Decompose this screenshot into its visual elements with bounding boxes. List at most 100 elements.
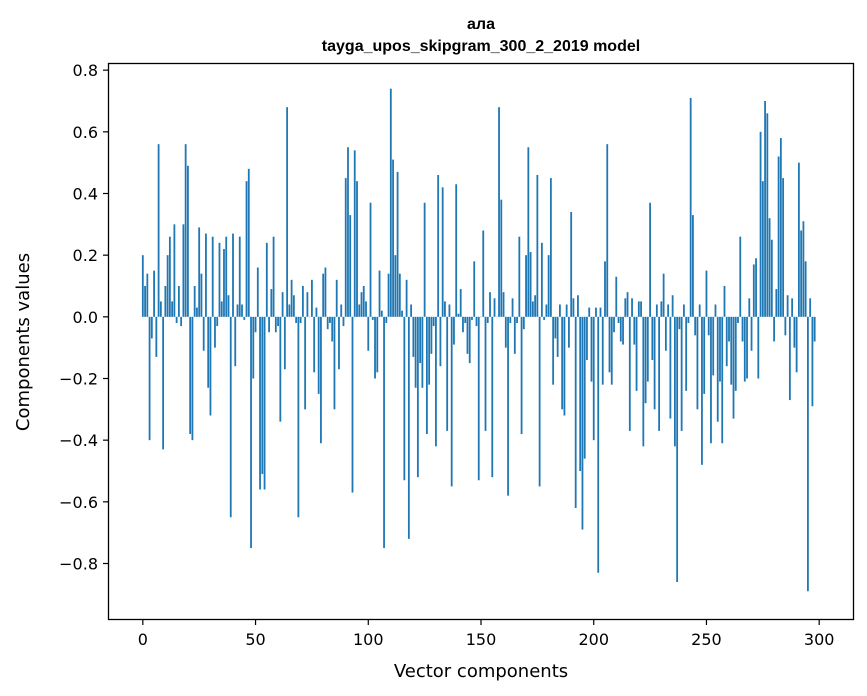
bar-14 [173, 224, 176, 317]
bar-105 [378, 270, 381, 317]
bar-227 [653, 316, 656, 410]
bar-32 [214, 316, 216, 348]
bar-49 [252, 316, 255, 379]
bar-295 [807, 316, 809, 592]
bar-89 [342, 316, 345, 327]
bar-274 [759, 131, 762, 317]
bar-180 [547, 255, 550, 317]
bar-200 [592, 316, 595, 441]
bar-278 [768, 218, 771, 317]
x-tick-label: 100 [353, 630, 384, 649]
bar-244 [692, 215, 694, 317]
bar-46 [245, 181, 248, 317]
bar-87 [338, 316, 340, 370]
bar-137 [450, 316, 453, 487]
bar-284 [782, 178, 785, 317]
bar-136 [448, 304, 451, 317]
bar-125 [423, 202, 426, 317]
bar-235 [671, 295, 674, 317]
bar-247 [698, 304, 701, 317]
bar-108 [385, 316, 388, 323]
bar-225 [649, 202, 651, 317]
bar-226 [651, 316, 654, 360]
plot-frame [107, 62, 855, 621]
bar-260 [728, 316, 730, 342]
bar-65 [288, 304, 291, 317]
y-tick-label: −0.4 [59, 431, 98, 450]
bar-217 [631, 298, 633, 317]
bar-55 [265, 242, 268, 317]
bar-277 [766, 113, 769, 317]
bar-50 [254, 316, 257, 333]
bar-203 [599, 307, 602, 317]
bar-264 [737, 316, 739, 323]
bar-59 [274, 316, 277, 333]
bar-106 [380, 310, 383, 317]
bar-103 [374, 316, 376, 379]
bar-127 [428, 316, 431, 385]
bar-261 [730, 316, 733, 385]
bar-27 [202, 316, 205, 351]
bar-77 [315, 307, 318, 317]
bar-275 [761, 181, 764, 317]
bar-198 [588, 307, 591, 317]
bar-208 [610, 316, 613, 385]
bar-280 [773, 316, 775, 342]
bar-160 [502, 292, 505, 317]
bar-139 [455, 184, 458, 317]
bar-159 [500, 199, 503, 317]
bar-237 [676, 316, 679, 582]
bar-263 [734, 316, 737, 391]
bar-135 [446, 316, 449, 431]
bar-201 [595, 307, 597, 317]
bar-243 [689, 97, 692, 317]
bar-97 [360, 292, 363, 317]
bar-236 [673, 316, 676, 447]
bar-75 [311, 279, 313, 317]
bar-297 [811, 316, 814, 407]
bar-272 [755, 258, 757, 317]
bar-130 [435, 316, 437, 447]
bar-210 [615, 276, 618, 317]
bar-113 [396, 171, 399, 317]
x-tick-label: 150 [466, 630, 497, 649]
bar-296 [809, 298, 812, 317]
bar-169 [522, 316, 525, 330]
bar-291 [797, 162, 800, 317]
bar-81 [324, 267, 327, 317]
bar-186 [561, 316, 564, 410]
bar-62 [281, 292, 284, 317]
bar-95 [356, 181, 358, 317]
bar-252 [710, 316, 712, 444]
bar-177 [540, 242, 543, 317]
bar-190 [570, 212, 573, 317]
bar-133 [441, 187, 444, 317]
bar-29 [207, 316, 210, 388]
bar-245 [694, 316, 697, 336]
bar-120 [412, 316, 415, 357]
bar-292 [800, 230, 803, 317]
bar-57 [270, 289, 273, 317]
bar-119 [410, 304, 413, 317]
bar-60 [277, 316, 279, 327]
bar-251 [707, 316, 710, 336]
bar-78 [317, 316, 320, 394]
bar-168 [520, 316, 523, 434]
bar-241 [685, 316, 688, 391]
bar-164 [511, 298, 514, 317]
bar-231 [662, 273, 665, 317]
bar-7 [157, 144, 160, 317]
bar-170 [525, 255, 527, 317]
bar-69 [297, 316, 300, 518]
bar-80 [322, 273, 325, 317]
bar-73 [306, 292, 309, 317]
bar-90 [344, 178, 347, 317]
bar-33 [216, 316, 219, 327]
x-tick-label: 200 [578, 630, 609, 649]
bar-285 [784, 316, 787, 336]
bar-98 [362, 286, 365, 317]
bar-276 [764, 101, 766, 317]
bar-207 [608, 316, 611, 373]
x-tick-label: 0 [138, 630, 148, 649]
bar-67 [292, 295, 295, 317]
